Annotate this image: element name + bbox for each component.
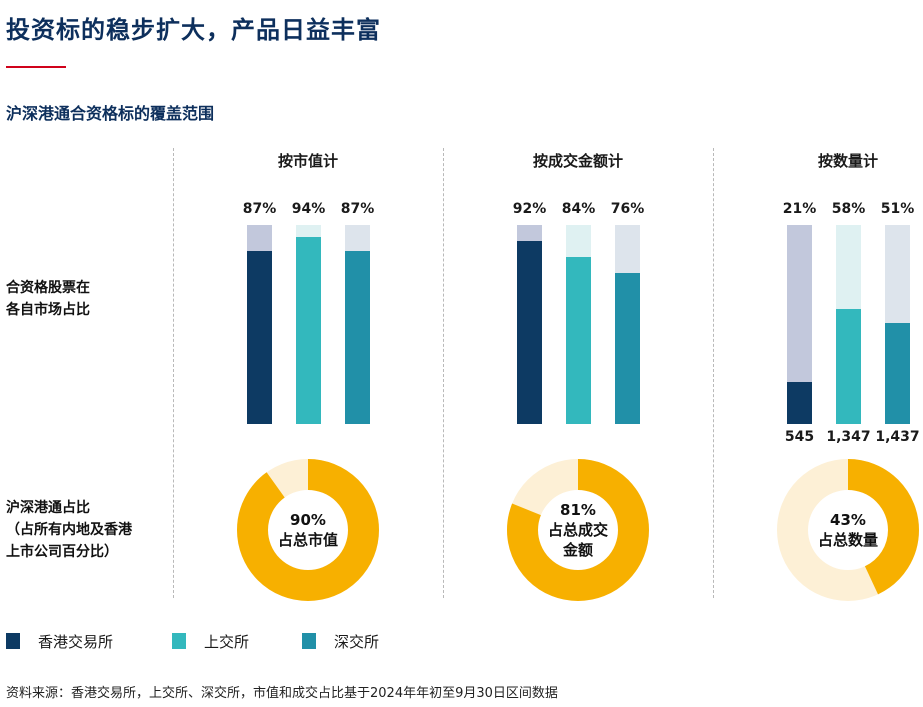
- bar-value-label: 21%: [782, 201, 817, 217]
- row-label-donuts-line-2: （占所有内地及香港: [6, 522, 132, 538]
- donut-caption: 占总市值: [277, 531, 338, 549]
- source-note: 资料来源：香港交易所，上交所、深交所，市值和成交占比基于2024年年初至9月30…: [6, 686, 558, 701]
- bar: [517, 241, 542, 424]
- donut-value-label: 43%: [830, 511, 866, 529]
- bar-count-label: 1,437: [875, 429, 920, 445]
- donut-slice: [237, 459, 379, 601]
- bar-count-label: 1,347: [826, 429, 871, 445]
- panel-title: 按成交金额计: [532, 152, 623, 170]
- bar-value-label: 87%: [340, 201, 375, 217]
- donut-center-label: 81% 占总成交金额: [533, 500, 623, 560]
- bar-count-label: 545: [784, 429, 815, 445]
- row-label-bars: 合资格股票在 各自市场占比: [6, 277, 90, 321]
- bar: [345, 251, 370, 424]
- bar-value-label: 51%: [880, 201, 915, 217]
- title-underline: [6, 66, 66, 68]
- donut-caption: 占总成交: [547, 521, 608, 539]
- column-divider: [173, 148, 174, 598]
- bar: [885, 323, 910, 424]
- panel-title: 按市值计: [277, 152, 338, 170]
- bar: [615, 273, 640, 424]
- row-label-donuts-line-1: 沪深港通占比: [6, 500, 90, 516]
- row-label-bars-line-1: 合资格股票在: [6, 280, 90, 296]
- row-label-donuts-line-3: 上市公司百分比）: [6, 544, 118, 560]
- bar-value-label: 84%: [561, 201, 596, 217]
- legend-label-szse: 深交所: [334, 633, 380, 651]
- row-label-donuts: 沪深港通占比 （占所有内地及香港 上市公司百分比）: [6, 497, 132, 563]
- bar: [836, 309, 861, 424]
- chart-subtitle: 沪深港通合资格标的覆盖范围: [6, 104, 215, 123]
- bar-value-label: 58%: [831, 201, 866, 217]
- donut-chart: [777, 459, 919, 601]
- page-title: 投资标的稳步扩大，产品日益丰富: [6, 16, 381, 44]
- column-divider: [713, 148, 714, 598]
- bar-value-label: 94%: [291, 201, 326, 217]
- donut-value-label: 90%: [290, 511, 326, 529]
- bar-value-label: 92%: [512, 201, 547, 217]
- legend: 香港交易所 上交所 深交所: [6, 631, 706, 651]
- legend-swatch-sse: [172, 633, 186, 649]
- bar-value-label: 76%: [610, 201, 645, 217]
- legend-swatch-hkex: [6, 633, 20, 649]
- bar: [787, 382, 812, 424]
- bar: [566, 257, 591, 424]
- donut-slice: [777, 459, 919, 601]
- donut-slice: [507, 459, 649, 601]
- column-divider: [443, 148, 444, 598]
- donut-caption: 金额: [562, 541, 593, 559]
- donut-chart: [507, 459, 649, 601]
- bar: [247, 251, 272, 424]
- donut-chart: [237, 459, 379, 601]
- bar: [296, 237, 321, 424]
- legend-swatch-szse: [302, 633, 316, 649]
- donut-center-label: 43% 占总数量: [803, 510, 893, 550]
- legend-label-hkex: 香港交易所: [38, 633, 114, 651]
- donut-caption: 占总数量: [817, 531, 878, 549]
- donut-center-label: 90% 占总市值: [263, 510, 353, 550]
- legend-label-sse: 上交所: [204, 633, 250, 651]
- panel-title: 按数量计: [817, 152, 878, 170]
- bar-value-label: 87%: [242, 201, 277, 217]
- donut-value-label: 81%: [560, 501, 596, 519]
- row-label-bars-line-2: 各自市场占比: [6, 302, 90, 318]
